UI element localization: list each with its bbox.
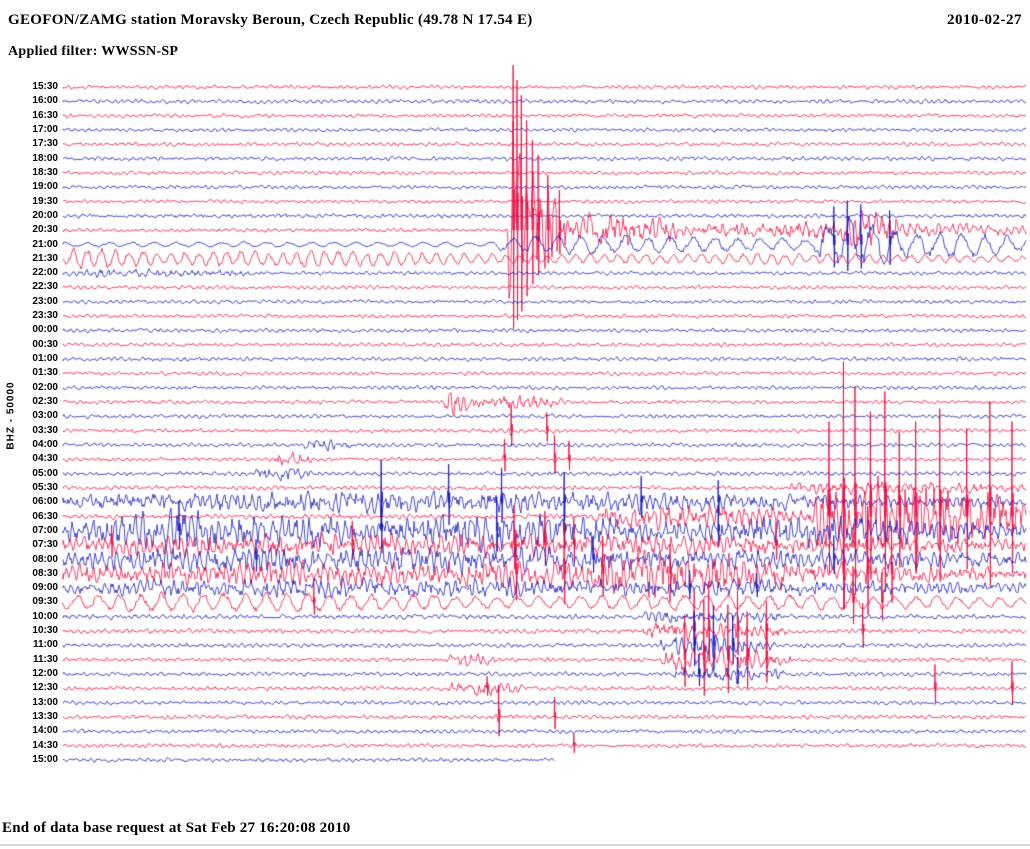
footer-status-text: End of data base request at Sat Feb 27 1… bbox=[2, 820, 351, 836]
bottom-divider bbox=[0, 844, 1030, 846]
